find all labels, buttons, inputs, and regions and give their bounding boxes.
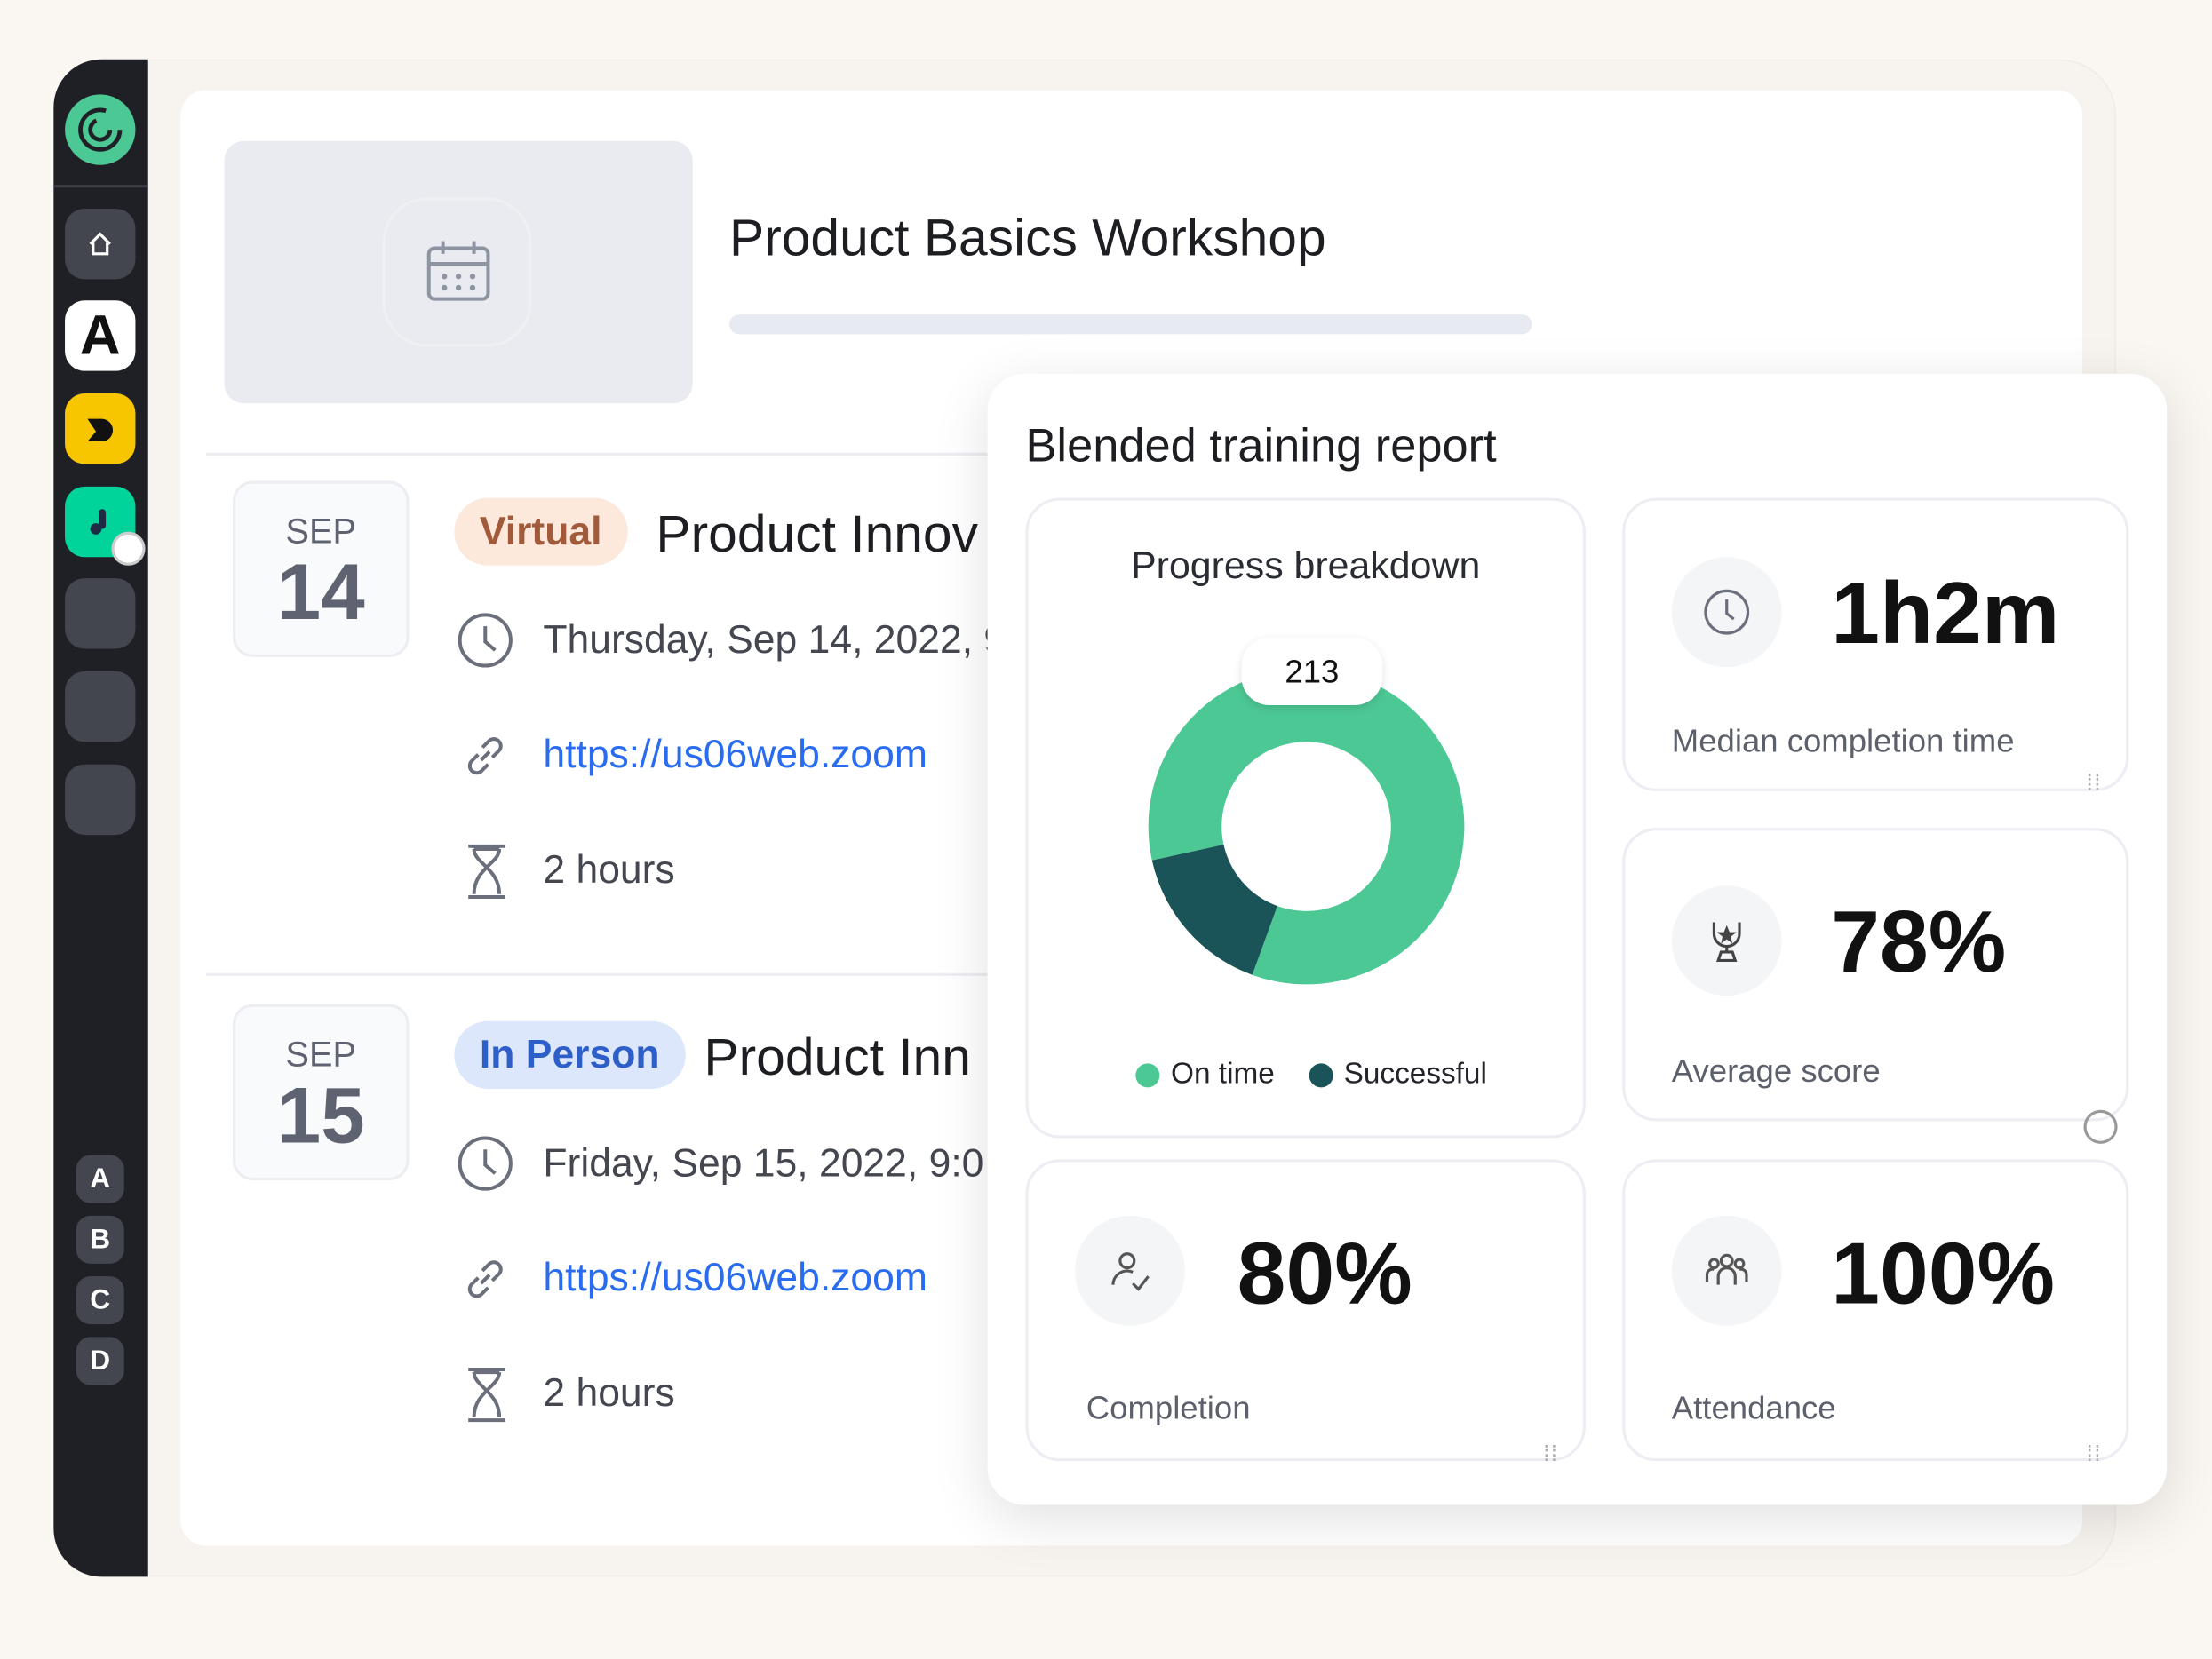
event-link[interactable]: https://us06web.zoom xyxy=(543,1255,927,1299)
donut-total-label: 213 xyxy=(1241,637,1383,706)
legend-label-successful: Successful xyxy=(1343,1058,1487,1091)
event-link[interactable]: https://us06web.zoom xyxy=(543,732,927,776)
metric-value: 1h2m xyxy=(1831,565,2060,663)
home-icon xyxy=(89,232,111,256)
metric-label: Attendance xyxy=(1671,1389,1836,1426)
event-type-badge: Virtual xyxy=(454,497,628,566)
hourglass-icon xyxy=(468,844,505,899)
group-icon xyxy=(1671,1215,1782,1326)
divider xyxy=(205,972,997,976)
workshop-title: Product Basics Workshop xyxy=(729,209,1326,267)
donut-slice-successful xyxy=(1151,845,1277,975)
hourglass-icon xyxy=(468,1367,505,1423)
sidebar-letter-b[interactable]: B xyxy=(76,1215,124,1264)
event-title[interactable]: Product Innov xyxy=(656,504,978,563)
logo-icon[interactable] xyxy=(65,94,136,165)
metric-label: Completion xyxy=(1086,1389,1251,1426)
drag-handle-icon[interactable]: ⁞⁞ xyxy=(2086,1442,2102,1467)
donut-slice-on-time xyxy=(1148,671,1465,985)
metric-value: 100% xyxy=(1831,1225,2056,1323)
sidebar-placeholder[interactable] xyxy=(65,764,136,836)
event-title[interactable]: Product Inn xyxy=(704,1028,971,1086)
metric-card-completion xyxy=(1025,1159,1586,1462)
info-icon[interactable] xyxy=(2083,1109,2118,1144)
clock-icon xyxy=(458,613,513,668)
user-check-icon xyxy=(1075,1215,1185,1326)
calendar-icon xyxy=(382,197,532,347)
progress-title: Progress breakdown xyxy=(1131,544,1481,587)
sidebar-letter-c[interactable]: C xyxy=(76,1276,124,1325)
report-title: Blended training report xyxy=(1025,418,1497,472)
app-a-button[interactable]: A xyxy=(65,300,136,371)
home-button[interactable] xyxy=(65,209,136,280)
sidebar-placeholder[interactable] xyxy=(65,578,136,649)
workshop-progress-bar xyxy=(729,314,1532,335)
event-date: SEP 14 xyxy=(233,480,410,658)
event-type-badge: In Person xyxy=(454,1020,686,1089)
sidebar-letter-a[interactable]: A xyxy=(76,1155,124,1203)
sidebar-divider xyxy=(53,185,148,188)
link-icon xyxy=(467,1260,503,1298)
legend-label-on-time: On time xyxy=(1171,1058,1275,1091)
drag-handle-icon[interactable]: ⁞⁞ xyxy=(2086,771,2102,796)
app-yellow-icon xyxy=(87,418,114,442)
drag-handle-icon[interactable]: ⁞⁞ xyxy=(1543,1442,1559,1467)
app-green-icon xyxy=(90,509,107,535)
progress-donut-chart xyxy=(1148,671,1465,985)
legend: On time Successful xyxy=(1135,1058,1487,1091)
clock-icon xyxy=(1671,557,1782,668)
app-yellow-button[interactable] xyxy=(65,393,136,464)
legend-swatch-successful xyxy=(1308,1062,1333,1087)
sidebar-letter-d[interactable]: D xyxy=(76,1337,124,1385)
event-datetime: Friday, Sep 15, 2022, 9:0 xyxy=(543,1140,984,1185)
clock-icon xyxy=(458,1136,513,1191)
clock-badge-icon xyxy=(111,531,146,566)
progress-card xyxy=(1025,497,1586,1139)
sidebar-placeholder[interactable] xyxy=(65,671,136,742)
metric-label: Median completion time xyxy=(1671,722,2015,759)
metric-value: 80% xyxy=(1237,1225,1412,1323)
trophy-icon xyxy=(1671,885,1782,996)
legend-swatch-on-time xyxy=(1135,1062,1160,1087)
workshop-thumbnail xyxy=(224,140,693,404)
event-date: SEP 15 xyxy=(233,1004,410,1181)
metric-label: Average score xyxy=(1671,1052,1881,1089)
event-duration: 2 hours xyxy=(543,1370,675,1415)
metric-value: 78% xyxy=(1831,893,2007,992)
metric-card-median-time xyxy=(1622,497,2129,791)
link-icon xyxy=(467,737,503,775)
event-datetime: Thursday, Sep 14, 2022, 9 xyxy=(543,617,1007,662)
divider xyxy=(205,452,997,456)
event-duration: 2 hours xyxy=(543,847,675,892)
